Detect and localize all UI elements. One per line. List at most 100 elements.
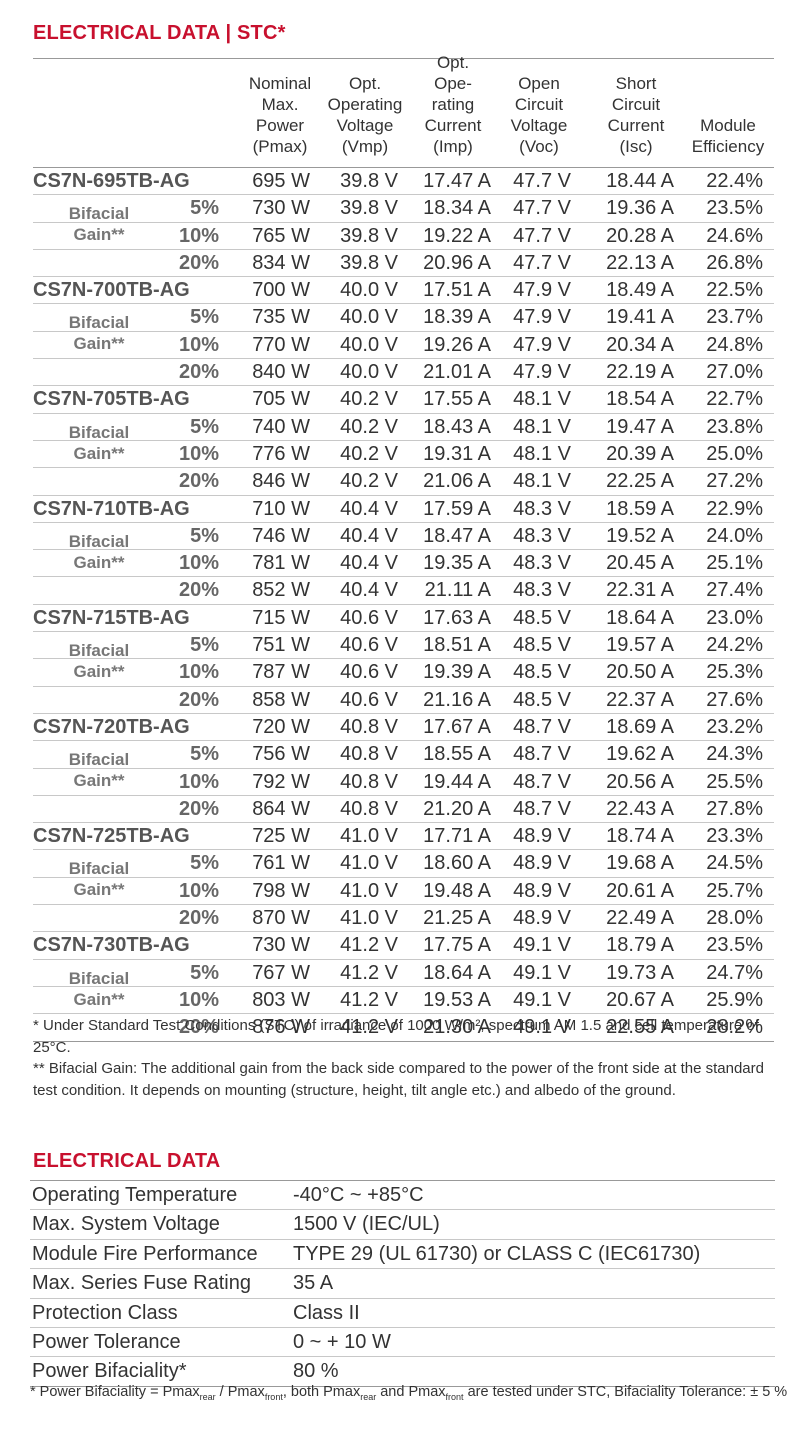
efficiency-value: 24.5%: [706, 852, 763, 875]
efficiency-value: 24.0%: [706, 524, 763, 547]
imp-value: 19.35 A: [423, 552, 491, 575]
efficiency-value: 22.4%: [706, 170, 763, 192]
pmax-value: 710 W: [252, 497, 310, 520]
isc-value: 20.56 A: [606, 770, 674, 793]
bifacial-row: 5% 767 W 41.2 V 18.64 A 49.1 V 19.73 A 24.7%: [33, 960, 774, 987]
voc-value: 48.9 V: [513, 825, 571, 848]
vmp-value: 40.6 V: [340, 634, 398, 657]
voc-value: 48.5 V: [513, 606, 571, 629]
vmp-value: 40.4 V: [340, 524, 398, 547]
bifacial-row: 20% 858 W 40.6 V 21.16 A 48.5 V 22.37 A 27.6%: [33, 687, 774, 714]
bifacial-row: 10% 770 W 40.0 V 19.26 A 47.9 V 20.34 A 24.8%: [33, 332, 774, 360]
bifacial-gain-percent: 5%: [190, 524, 219, 547]
voc-value: 47.7 V: [513, 224, 571, 247]
voc-value: 48.7 V: [513, 797, 571, 820]
vmp-value: 40.0 V: [340, 333, 398, 356]
model-row: CS7N-730TB-AG 730 W 41.2 V 17.75 A 49.1 V 18.…: [33, 932, 774, 960]
voc-value: 48.1 V: [513, 388, 571, 411]
imp-value: 21.11 A: [424, 579, 491, 602]
isc-value: 18.69 A: [606, 715, 674, 738]
imp-value: 17.75 A: [423, 934, 491, 957]
voc-value: 48.3 V: [513, 524, 571, 547]
vmp-value: 39.8 V: [340, 170, 398, 192]
pmax-value: 770 W: [252, 333, 310, 356]
pmax-value: 864 W: [252, 797, 310, 820]
vmp-value: 40.8 V: [340, 797, 398, 820]
bifacial-gain-label: Bifacial Gain**: [68, 859, 130, 900]
voc-value: 47.9 V: [513, 306, 571, 329]
pmax-value: 870 W: [252, 907, 310, 930]
pmax-value: 840 W: [252, 361, 310, 384]
vmp-value: 40.6 V: [340, 606, 398, 629]
vmp-value: 40.2 V: [340, 415, 398, 438]
electrical-data-table: Operating Temperature -40°C ~ +85°C Max. S…: [30, 1180, 775, 1387]
bifacial-gain-percent: 5%: [190, 743, 219, 766]
imp-value: 19.44 A: [423, 770, 491, 793]
vmp-value: 40.6 V: [340, 688, 398, 711]
pmax-value: 803 W: [252, 988, 310, 1011]
isc-value: 20.34 A: [606, 333, 674, 356]
voc-value: 48.9 V: [513, 852, 571, 875]
efficiency-value: 22.7%: [706, 388, 763, 411]
bifacial-gain-percent: 20%: [178, 688, 219, 711]
bifacial-gain-percent: 5%: [190, 961, 219, 984]
pmax-value: 858 W: [252, 688, 310, 711]
section-title-electrical: ELECTRICAL DATA: [33, 1150, 221, 1172]
voc-value: 47.7 V: [513, 251, 571, 274]
model-row: CS7N-710TB-AG 710 W 40.4 V 17.59 A 48.3 V 18.…: [33, 496, 774, 523]
voc-value: 48.1 V: [513, 415, 571, 438]
bifacial-row: 10% 776 W 40.2 V 19.31 A 48.1 V 20.39 A 25.0%: [33, 441, 774, 469]
electrical-value: 0 ~ + 10 W: [293, 1330, 391, 1353]
electrical-key: Module Fire Performance: [32, 1242, 258, 1265]
isc-value: 19.68 A: [606, 852, 674, 875]
model-group: CS7N-705TB-AG 705 W 40.2 V 17.55 A 48.1 V 18.…: [33, 386, 774, 496]
vmp-value: 41.2 V: [340, 934, 398, 957]
pmax-value: 705 W: [252, 388, 310, 411]
voc-value: 48.1 V: [513, 442, 571, 465]
vmp-value: 41.0 V: [340, 879, 398, 902]
voc-value: 47.9 V: [513, 279, 571, 302]
bifacial-row: 10% 798 W 41.0 V 19.48 A 48.9 V 20.61 A 25.7%: [33, 878, 774, 906]
isc-value: 20.67 A: [606, 988, 674, 1011]
efficiency-value: 27.6%: [706, 688, 763, 711]
imp-value: 18.34 A: [423, 197, 491, 220]
model-name: CS7N-715TB-AG: [33, 606, 190, 629]
vmp-value: 40.0 V: [340, 279, 398, 302]
bifacial-gain-percent: 10%: [178, 988, 219, 1011]
bifacial-gain-percent: 20%: [178, 907, 219, 930]
stc-table-header: Nominal Max. Power (Pmax) Opt. Operating…: [33, 53, 774, 168]
efficiency-value: 24.8%: [706, 333, 763, 356]
bifacial-row: 10% 781 W 40.4 V 19.35 A 48.3 V 20.45 A 25.1%: [33, 550, 774, 578]
pmax-value: 725 W: [252, 825, 310, 848]
efficiency-value: 27.8%: [706, 797, 763, 820]
imp-value: 17.71 A: [423, 825, 491, 848]
model-row: CS7N-695TB-AG 695 W 39.8 V 17.47 A 47.7 V 18.…: [33, 168, 774, 196]
imp-value: 19.26 A: [423, 333, 491, 356]
model-group: CS7N-695TB-AG 695 W 39.8 V 17.47 A 47.7 V 18.…: [33, 168, 774, 278]
footnote-bifaciality: * Power Bifaciality = Pmaxrear / Pmaxfro…: [30, 1384, 788, 1402]
bifacial-row: 10% 765 W 39.8 V 19.22 A 47.7 V 20.28 A 24.6%: [33, 223, 774, 250]
voc-value: 48.5 V: [513, 661, 571, 684]
bifacial-gain-percent: 20%: [178, 797, 219, 820]
bifacial-gain-percent: 5%: [190, 634, 219, 657]
bifacial-row: 5% 761 W 41.0 V 18.60 A 48.9 V 19.68 A 24.5%: [33, 850, 774, 878]
bifacial-gain-percent: 10%: [178, 224, 219, 247]
isc-value: 18.74 A: [606, 825, 674, 848]
imp-value: 19.48 A: [423, 879, 491, 902]
voc-value: 47.7 V: [513, 170, 571, 192]
voc-value: 48.9 V: [513, 879, 571, 902]
vmp-value: 41.0 V: [340, 907, 398, 930]
electrical-row: Max. Series Fuse Rating 35 A: [30, 1269, 775, 1299]
efficiency-value: 23.5%: [706, 197, 763, 220]
pmax-value: 715 W: [252, 606, 310, 629]
stc-table-body: CS7N-695TB-AG 695 W 39.8 V 17.47 A 47.7 V 18.…: [33, 168, 774, 1042]
vmp-value: 40.4 V: [340, 579, 398, 602]
header-vmp: Opt. Operating Voltage (Vmp): [327, 74, 403, 156]
section-title-stc: ELECTRICAL DATA | STC*: [33, 22, 286, 44]
bifacial-gain-percent: 20%: [178, 1016, 219, 1039]
imp-value: 17.51 A: [423, 279, 491, 302]
electrical-value: TYPE 29 (UL 61730) or CLASS C (IEC61730): [293, 1242, 701, 1265]
efficiency-value: 25.7%: [706, 879, 763, 902]
bifacial-row: 5% 756 W 40.8 V 18.55 A 48.7 V 19.62 A 24.3%: [33, 741, 774, 769]
vmp-value: 40.6 V: [340, 661, 398, 684]
